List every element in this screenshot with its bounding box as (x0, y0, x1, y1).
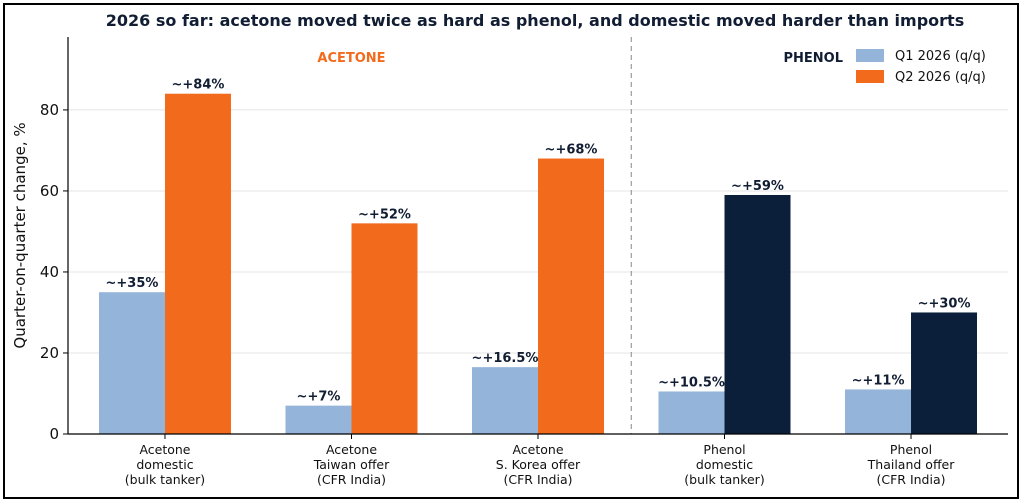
x-tick-label: (CFR India) (877, 472, 946, 487)
x-tick-label: Taiwan offer (313, 457, 390, 472)
x-tick-label: Thailand offer (867, 457, 956, 472)
bar (472, 367, 538, 434)
legend-swatch (856, 70, 884, 83)
x-tick-label: (bulk tanker) (684, 472, 764, 487)
y-tick-label: 80 (40, 101, 59, 119)
bar (845, 389, 912, 434)
y-tick-label: 20 (40, 344, 59, 362)
data-label: ~+10.5% (658, 375, 725, 390)
x-tick-label: domestic (696, 457, 753, 472)
bar (285, 405, 352, 434)
legend-label: Q1 2026 (q/q) (895, 49, 986, 64)
section-label-acetone: ACETONE (317, 51, 385, 66)
data-label: ~+59% (731, 179, 784, 194)
data-label: ~+11% (852, 373, 905, 388)
legend: Q1 2026 (q/q) Q2 2026 (q/q) (856, 49, 986, 85)
x-tick-label: Acetone (139, 442, 190, 457)
data-label: ~+30% (918, 296, 971, 311)
bars (98, 93, 978, 434)
bar (164, 93, 231, 434)
y-tick-label: 60 (40, 182, 59, 200)
data-label: ~+35% (106, 276, 159, 291)
x-tick-label: Phenol (703, 442, 745, 457)
bar (658, 391, 725, 434)
x-tick-label: Acetone (512, 442, 563, 457)
y-ticks: 0 20 40 60 80 (40, 101, 68, 443)
x-tick-label: domestic (136, 457, 193, 472)
data-label: ~+52% (358, 207, 411, 222)
legend-swatch (856, 49, 884, 62)
bar (911, 312, 978, 434)
bar (351, 223, 418, 434)
bar (538, 158, 604, 434)
chart-title: 2026 so far: acetone moved twice as hard… (106, 11, 964, 30)
legend-label: Q2 2026 (q/q) (895, 70, 986, 85)
y-tick-label: 40 (40, 263, 59, 281)
x-tick-label: (CFR India) (503, 472, 572, 487)
x-tick-label: S. Korea offer (496, 457, 581, 472)
y-tick-label: 0 (49, 425, 59, 443)
data-labels: ~+35% ~+7% ~+16.5% ~+10.5% ~+11% ~+84% ~+52% ~+… (106, 78, 971, 405)
x-tick-label: Acetone (326, 442, 377, 457)
section-labels: ACETONE PHENOL (317, 51, 843, 66)
data-label: ~+84% (172, 78, 225, 93)
x-tick-label: (bulk tanker) (125, 472, 205, 487)
data-label: ~+7% (297, 390, 341, 405)
section-label-phenol: PHENOL (783, 51, 843, 66)
data-label: ~+16.5% (472, 351, 539, 366)
data-label: ~+68% (545, 143, 598, 158)
y-axis-label: Quarter-on-quarter change, % (11, 122, 29, 348)
bar (724, 194, 791, 434)
x-tick-label: Phenol (890, 442, 932, 457)
x-tick-label: (CFR India) (317, 472, 386, 487)
bar (98, 292, 165, 434)
